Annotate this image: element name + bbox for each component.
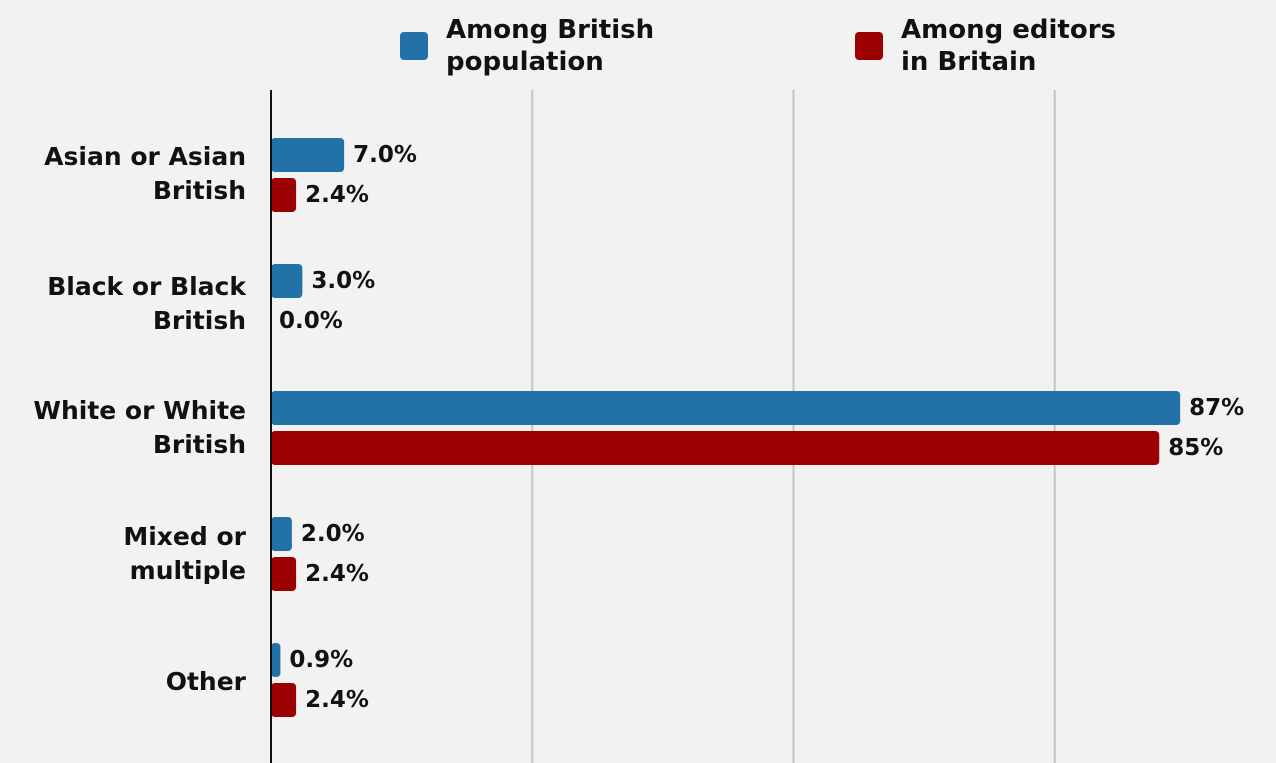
data-label: 2.4% xyxy=(305,561,369,587)
category-label: White or White British xyxy=(33,396,246,459)
bar xyxy=(271,683,297,717)
bar xyxy=(271,517,292,551)
bar xyxy=(271,178,297,212)
bar xyxy=(271,431,1160,465)
legend-item-population: Among British population xyxy=(400,14,696,78)
bar xyxy=(271,264,303,298)
category-label: Black or Black British xyxy=(47,272,246,335)
data-label: 2.4% xyxy=(305,182,369,208)
bar xyxy=(271,138,345,172)
data-label: 87% xyxy=(1189,395,1245,421)
data-label: 85% xyxy=(1168,435,1224,461)
bar xyxy=(271,643,281,677)
legend-item-editors: Among editors in Britain xyxy=(855,14,1151,78)
data-label: 0.9% xyxy=(289,647,354,673)
bar xyxy=(271,391,1181,425)
data-label: 0.0% xyxy=(279,308,343,334)
legend-label-editors: Among editors in Britain xyxy=(901,15,1116,77)
category-label: Asian or Asian British xyxy=(44,142,246,205)
legend-label-population: Among British population xyxy=(446,15,655,77)
legend-swatch-editors xyxy=(855,32,883,60)
data-label: 2.4% xyxy=(305,687,369,713)
data-label: 7.0% xyxy=(353,142,417,168)
legend-swatch-population xyxy=(400,32,428,60)
data-label: 2.0% xyxy=(300,521,365,547)
data-label: 3.0% xyxy=(311,268,376,294)
category-label: Mixed or multiple xyxy=(123,522,246,585)
gridlines xyxy=(531,90,1056,763)
bar xyxy=(271,557,297,591)
bars xyxy=(271,138,1181,717)
category-label: Other xyxy=(165,667,246,696)
